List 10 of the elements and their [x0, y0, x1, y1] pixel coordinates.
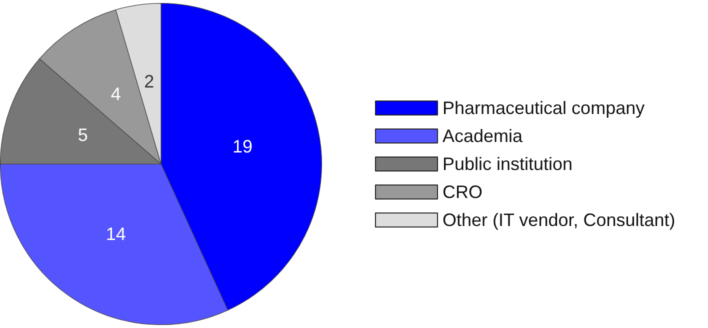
legend-label: CRO: [442, 182, 482, 202]
data-label: 14: [106, 224, 126, 244]
legend-label: Other (IT vendor, Consultant): [442, 210, 676, 230]
legend-label: Academia: [442, 126, 524, 146]
legend-label: Public institution: [442, 154, 573, 174]
legend-label: Pharmaceutical company: [442, 98, 645, 118]
data-label: 2: [144, 71, 154, 92]
data-label: 5: [78, 124, 88, 145]
data-label: 19: [232, 136, 252, 156]
data-label: 4: [110, 84, 121, 104]
